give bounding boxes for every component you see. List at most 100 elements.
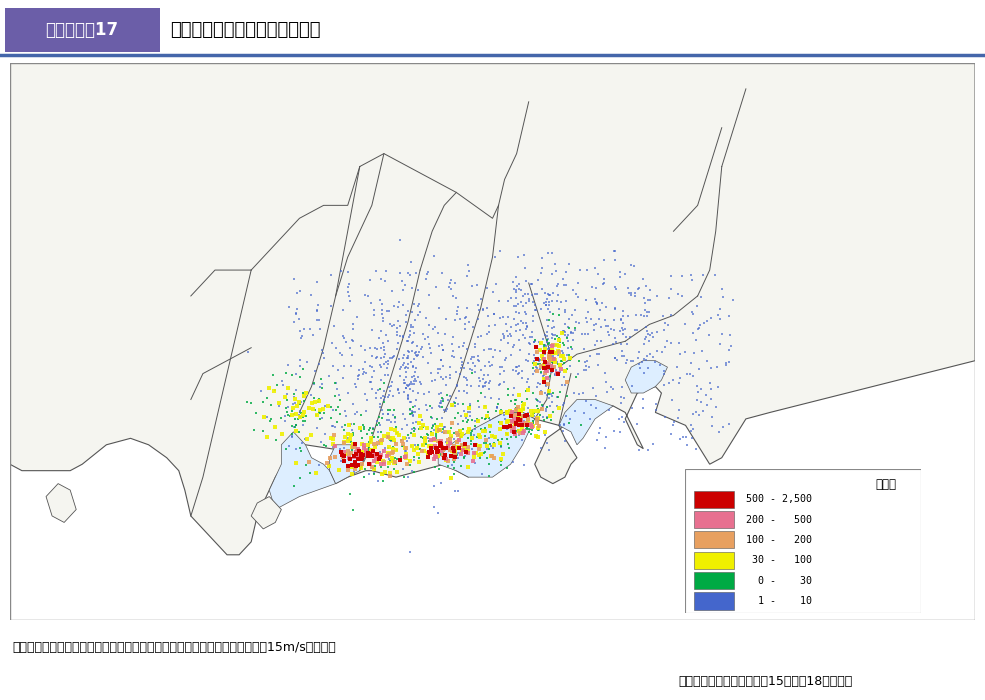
Point <box>523 278 539 289</box>
Point <box>389 323 405 334</box>
Point <box>460 357 476 368</box>
Point <box>588 402 604 414</box>
Point <box>520 419 536 430</box>
Point <box>629 418 645 429</box>
Point <box>394 441 410 452</box>
Point <box>531 356 547 367</box>
Point <box>405 321 421 332</box>
Point <box>458 446 474 457</box>
Point <box>548 347 563 358</box>
Point <box>430 400 446 411</box>
Point <box>398 382 414 393</box>
Point <box>495 421 511 433</box>
Point <box>323 433 339 444</box>
Point <box>424 443 439 454</box>
Point <box>707 270 723 281</box>
Point <box>305 329 321 340</box>
Point <box>509 280 525 291</box>
Point <box>427 461 442 472</box>
Point <box>311 393 327 405</box>
Point <box>525 368 541 379</box>
Point <box>372 360 388 371</box>
Point <box>445 331 461 342</box>
Point <box>345 319 361 330</box>
Point <box>591 314 607 325</box>
Point <box>457 323 473 335</box>
Point <box>540 248 556 259</box>
Point <box>515 427 531 438</box>
Point <box>609 354 624 365</box>
Point <box>614 323 629 334</box>
Point <box>361 377 377 388</box>
Point <box>492 437 508 448</box>
Point <box>644 327 660 338</box>
Point <box>626 287 642 298</box>
Point <box>503 292 519 303</box>
Point <box>471 355 487 366</box>
Point <box>444 417 460 428</box>
Point <box>285 410 300 421</box>
Point <box>539 334 555 345</box>
Point <box>396 463 412 475</box>
Point <box>402 456 418 467</box>
Point <box>505 340 521 351</box>
Point <box>567 304 583 316</box>
Point <box>366 455 382 466</box>
Point <box>316 407 332 419</box>
Point <box>325 442 341 453</box>
Point <box>292 354 307 365</box>
Point <box>341 419 357 430</box>
Point <box>493 404 509 415</box>
Point <box>451 443 467 454</box>
Point <box>402 397 418 408</box>
Point <box>475 304 491 315</box>
Point <box>529 417 545 428</box>
Point <box>493 454 509 465</box>
Point <box>546 362 561 373</box>
Point <box>450 398 466 409</box>
Point <box>551 303 566 314</box>
Point <box>280 359 295 370</box>
Point <box>500 389 516 400</box>
Point <box>522 331 538 342</box>
Point <box>506 422 522 433</box>
Point <box>352 445 367 456</box>
Point <box>427 433 442 444</box>
Point <box>403 428 419 439</box>
Point <box>398 442 414 453</box>
Point <box>255 425 271 436</box>
Point <box>442 450 458 461</box>
Point <box>355 451 370 462</box>
Point <box>538 373 554 384</box>
Point <box>557 280 572 291</box>
Point <box>381 441 397 452</box>
Point <box>449 381 465 392</box>
Point <box>407 454 423 466</box>
Point <box>431 389 447 400</box>
Point <box>496 354 512 365</box>
Point <box>499 407 515 418</box>
Point <box>686 328 701 339</box>
Point <box>443 430 459 442</box>
Point <box>368 265 384 276</box>
Point <box>366 342 382 353</box>
Point <box>478 402 493 413</box>
Point <box>306 393 322 404</box>
Point <box>398 433 414 444</box>
Point <box>505 284 521 295</box>
Point <box>377 348 393 359</box>
Point <box>539 401 555 412</box>
Point <box>545 287 560 298</box>
Point <box>443 473 459 484</box>
Point <box>415 440 430 451</box>
Point <box>422 445 437 456</box>
Point <box>429 445 445 456</box>
Point <box>344 350 360 361</box>
Point <box>446 396 462 407</box>
Point <box>309 305 325 316</box>
Point <box>337 449 353 460</box>
Point <box>371 417 387 428</box>
Point <box>411 403 427 414</box>
Point <box>366 449 382 460</box>
Point <box>565 335 581 346</box>
